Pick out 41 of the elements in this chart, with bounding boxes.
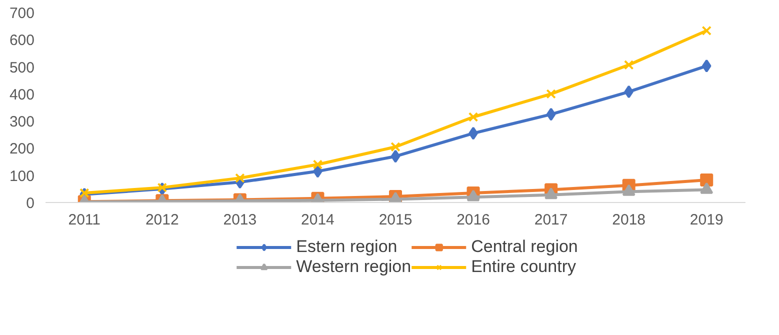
point (624, 85, 634, 98)
point (235, 173, 245, 183)
legend-label: Entire country (471, 257, 576, 277)
y-tick-label: 0 (26, 195, 34, 212)
point (624, 60, 634, 70)
point (700, 173, 714, 186)
point (390, 150, 400, 163)
x-tick-label: 2013 (223, 212, 257, 228)
point (313, 164, 322, 178)
point (157, 182, 168, 192)
point (312, 160, 323, 170)
y-tick-label: 700 (9, 5, 35, 22)
x-tick-label: 2016 (456, 212, 490, 228)
x-tick-label: 2015 (378, 212, 412, 228)
point (390, 142, 400, 152)
point (702, 26, 712, 36)
legend-label: Western region (296, 257, 412, 277)
point (700, 182, 714, 194)
point (466, 190, 480, 202)
point (702, 59, 712, 72)
y-tick-label: 300 (9, 114, 35, 131)
y-tick-label: 200 (9, 140, 35, 158)
legend-label: Central region (471, 237, 578, 257)
x-tick-label: 2017 (534, 212, 568, 228)
x-tick-label: 2011 (68, 212, 101, 228)
x-tick-label: 2014 (301, 212, 334, 228)
point (546, 89, 556, 99)
y-tick-label: 100 (9, 168, 35, 185)
point (80, 188, 90, 198)
point (544, 188, 558, 200)
point (622, 184, 636, 196)
x-tick-label: 2018 (612, 212, 646, 228)
x-tick-label: 2019 (690, 212, 724, 228)
legend-label: Estern region (296, 237, 398, 257)
point (546, 108, 556, 121)
point (468, 126, 478, 140)
point (468, 112, 478, 122)
y-tick-label: 600 (9, 32, 35, 50)
y-tick-label: 400 (9, 86, 35, 104)
y-tick-label: 500 (9, 59, 35, 76)
x-tick-label: 2012 (145, 212, 179, 228)
